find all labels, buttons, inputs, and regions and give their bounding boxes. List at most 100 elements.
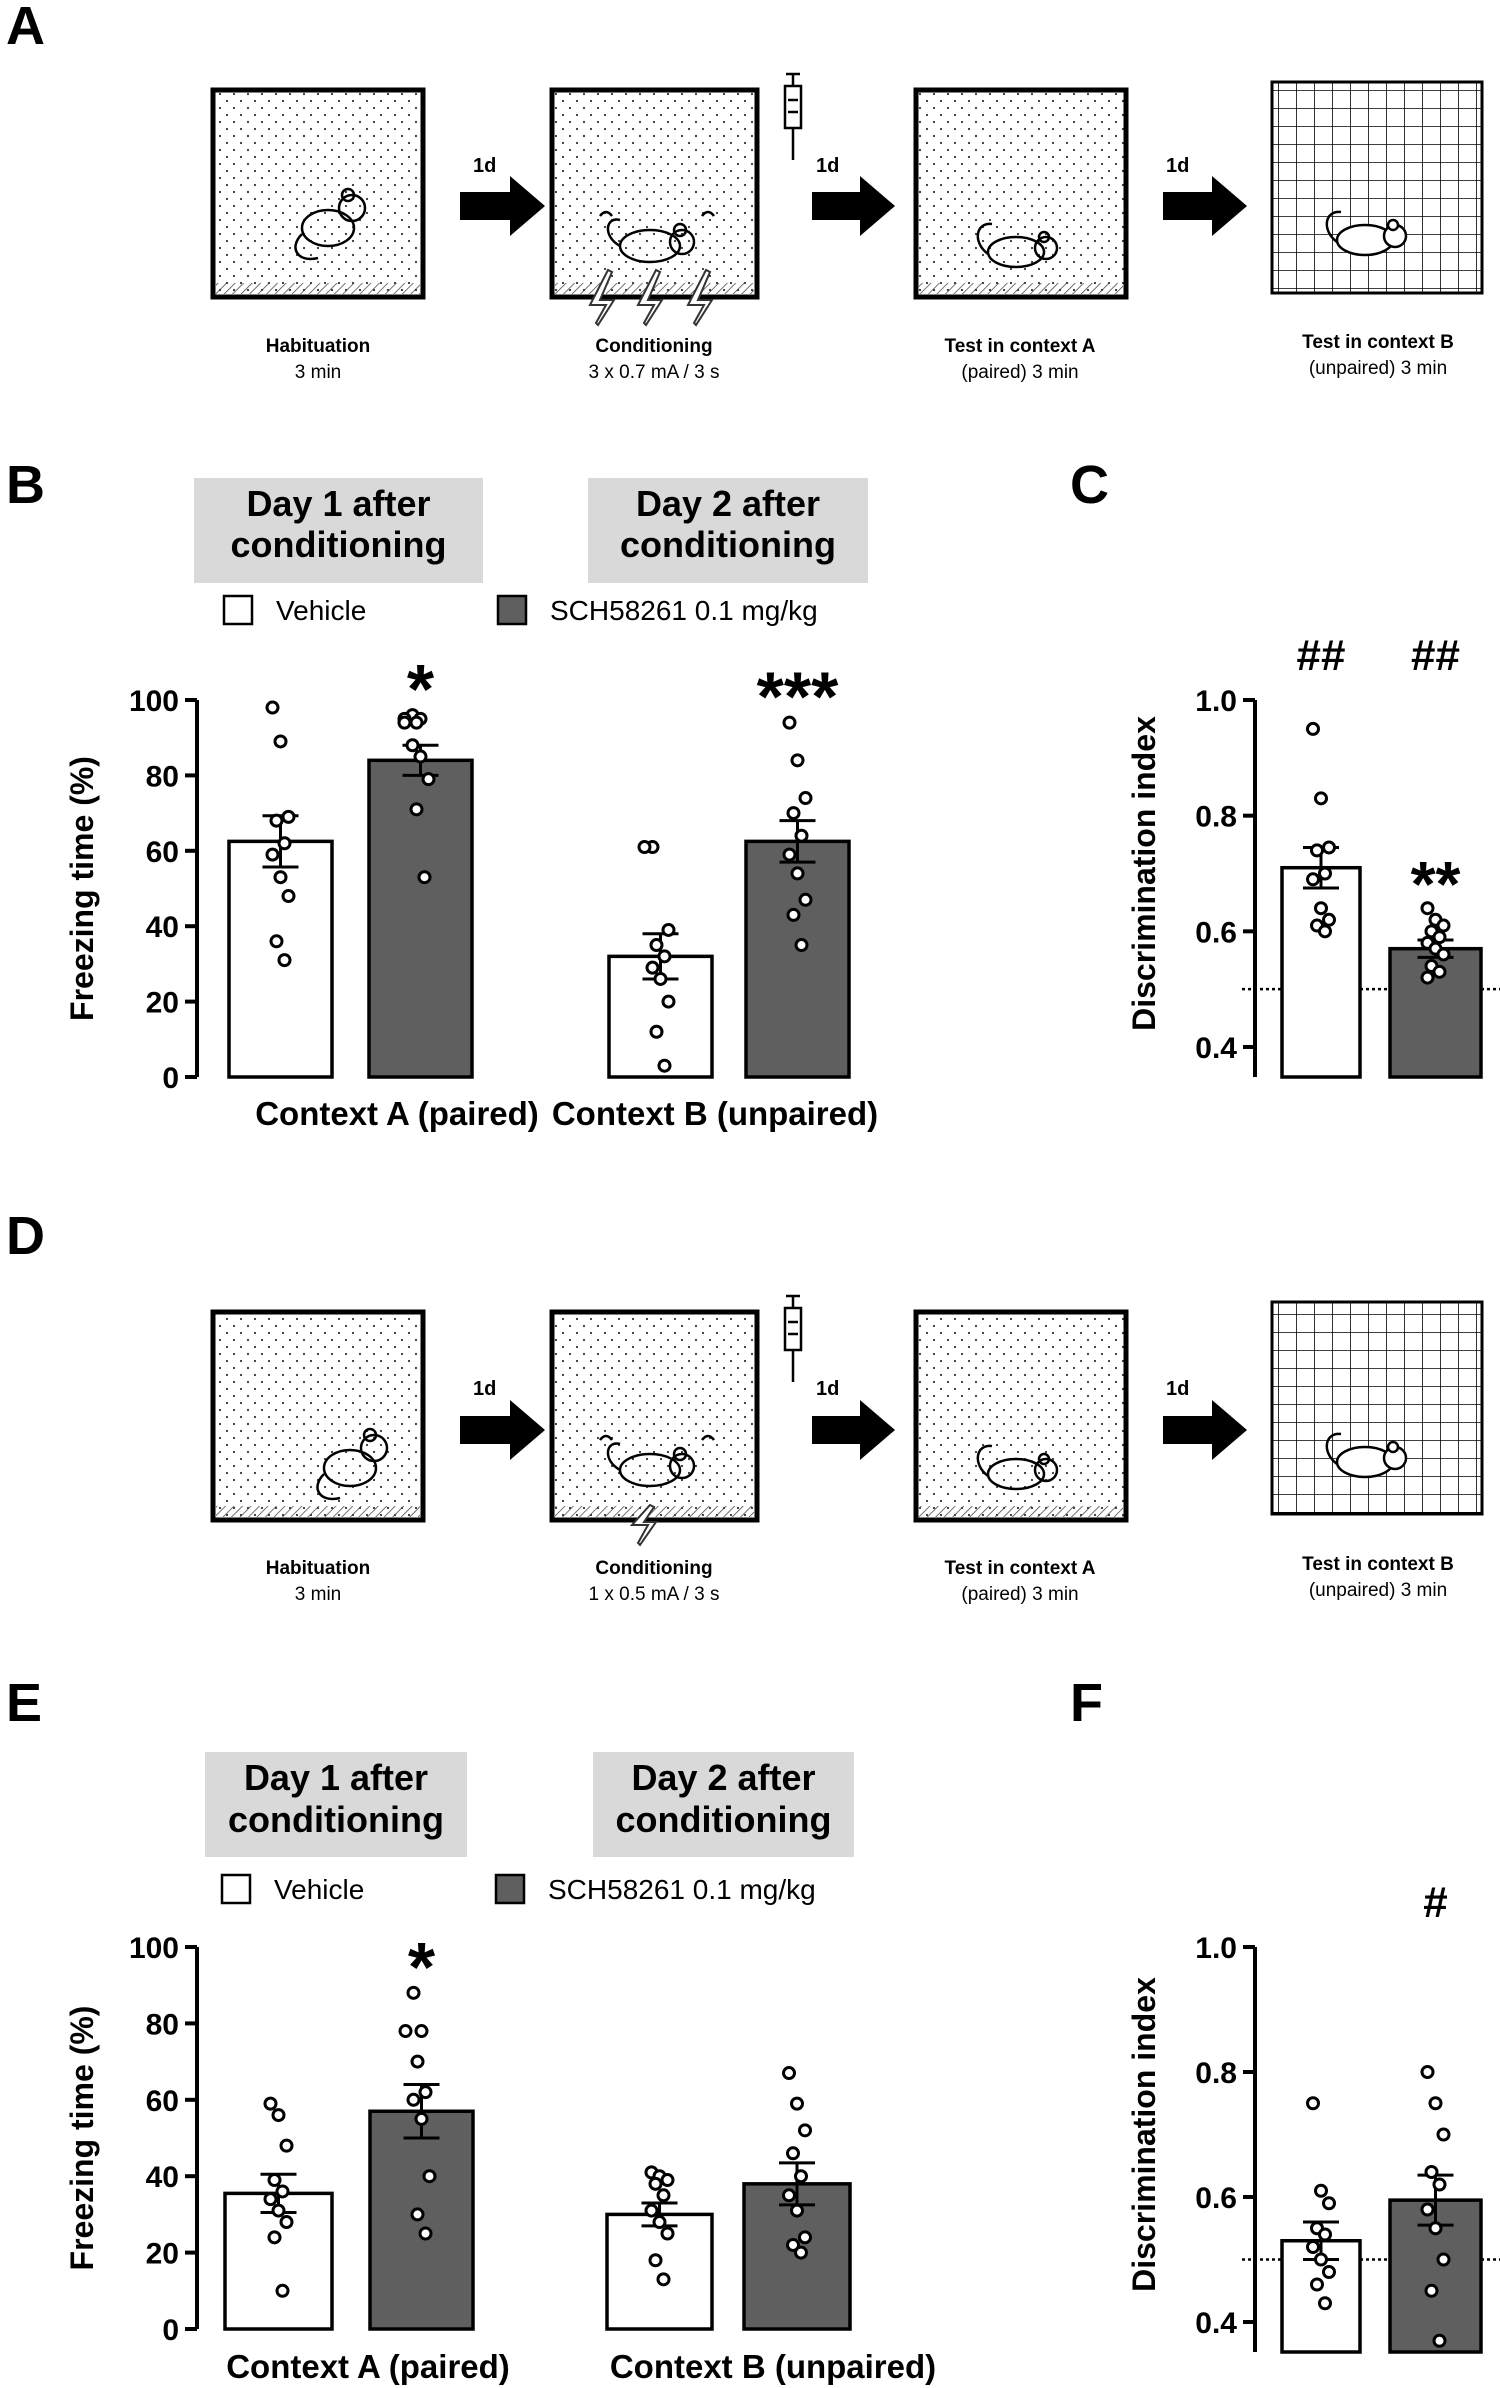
data-point	[265, 700, 280, 715]
y-tick-label: 40	[146, 2161, 179, 2194]
data-point	[410, 2207, 425, 2222]
y-tick-label: 0.4	[1195, 1032, 1237, 1065]
data-point	[648, 2253, 663, 2268]
mouse-icon	[599, 1434, 715, 1488]
data-point	[421, 772, 436, 787]
data-point	[1306, 872, 1320, 887]
step-detail: 3 min	[295, 1584, 341, 1605]
chamber-test-a	[913, 87, 1129, 300]
mouse-icon	[1325, 1432, 1408, 1479]
y-tick-label: 1.0	[1195, 1932, 1237, 1965]
data-point	[660, 2226, 675, 2241]
day-label-line: conditioning	[616, 1799, 832, 1840]
chamber-conditioning	[549, 1309, 760, 1547]
step-detail: (paired) 3 min	[961, 362, 1078, 383]
data-point	[1314, 2183, 1328, 2198]
chart-panel-c: C 0.4 0.6 0.8 1.0 Discrimination index ## ** ##	[1070, 455, 1500, 1079]
data-point	[1436, 2252, 1451, 2267]
bar-group: ***	[744, 658, 851, 1079]
data-point	[782, 2188, 796, 2203]
data-point	[653, 971, 668, 986]
data-point	[790, 2203, 804, 2218]
step-detail: (unpaired) 3 min	[1309, 358, 1447, 379]
interval-label: 1d	[473, 155, 496, 177]
legend: Vehicle SCH58261 0.1 mg/kg	[220, 1873, 816, 1905]
data-point	[794, 2169, 808, 2184]
data-point	[790, 866, 805, 881]
group-label: Context A (paired)	[226, 2348, 510, 2385]
data-point	[1420, 901, 1435, 916]
step-title: Conditioning	[595, 336, 712, 357]
bar	[1280, 865, 1362, 1079]
data-point	[414, 2024, 429, 2039]
group-label: Context A (paired)	[255, 1095, 539, 1132]
data-point	[398, 2024, 413, 2039]
step-title: Test in context A	[945, 336, 1096, 357]
data-point	[782, 715, 797, 730]
data-point	[1424, 2165, 1439, 2179]
panel-label: F	[1070, 1673, 1103, 1733]
data-point	[1420, 2065, 1435, 2079]
y-axis-title: Freezing time (%)	[64, 2006, 100, 2271]
data-point	[1314, 2252, 1328, 2267]
data-point	[656, 2272, 671, 2287]
y-tick-label: 0.6	[1195, 916, 1237, 949]
data-point	[281, 889, 296, 904]
significance-above: ##	[1411, 631, 1460, 680]
data-point	[417, 870, 432, 885]
panel-label: E	[6, 1673, 42, 1733]
data-point	[409, 802, 424, 817]
y-tick-label: 0.8	[1195, 801, 1237, 834]
y-tick-label: 0	[162, 2314, 179, 2347]
data-point	[1314, 791, 1328, 806]
data-point	[656, 2188, 671, 2203]
bar-group	[607, 840, 714, 1079]
significance-marker: *	[408, 1928, 436, 2006]
day-label-line: Day 1 after	[246, 483, 430, 524]
data-point	[798, 2230, 812, 2245]
data-point	[418, 2226, 433, 2241]
protocol-a: 1d 1d	[210, 72, 1484, 383]
bar-group	[605, 2165, 714, 2331]
bar-group	[223, 2096, 334, 2331]
y-tick-label: 0.6	[1195, 2182, 1237, 2215]
data-point	[397, 715, 412, 730]
bar-group: ##	[1280, 631, 1362, 1079]
data-point	[410, 2054, 425, 2069]
data-point	[418, 2085, 433, 2100]
arrow-3: 1d	[1163, 155, 1247, 236]
bar-group: #	[1388, 1878, 1483, 2354]
data-point	[661, 922, 676, 937]
y-tick-label: 0.4	[1195, 2307, 1237, 2340]
step-captions: Habituation 3 min Conditioning 1 x 0.5 m…	[266, 1554, 1454, 1605]
arrow-2: 1d	[812, 155, 895, 236]
y-axis-title: Discrimination index	[1126, 1977, 1162, 2292]
data-point	[648, 2176, 663, 2191]
y-tick-label: 80	[146, 2008, 179, 2041]
bar-group: *	[368, 1928, 475, 2331]
mouse-icon	[599, 210, 715, 264]
data-point	[277, 836, 292, 851]
data-point	[798, 791, 813, 806]
bar-group	[227, 700, 334, 1079]
data-point	[1322, 840, 1336, 855]
data-point	[406, 1985, 421, 2000]
bar-group	[1280, 2096, 1362, 2354]
bar-group: *	[367, 650, 474, 1079]
chamber-conditioning	[549, 87, 760, 327]
data-point	[657, 1058, 672, 1073]
group-label: Context B (unpaired)	[552, 1095, 878, 1132]
arrow-3: 1d	[1163, 1378, 1247, 1460]
data-point	[271, 2108, 286, 2123]
step-title: Conditioning	[595, 1558, 712, 1579]
data-point	[269, 813, 284, 828]
day-label-line: Day 2 after	[636, 483, 820, 524]
y-tick-label: 40	[146, 911, 179, 944]
data-point	[1306, 2096, 1320, 2111]
panel-label-d: D	[6, 1206, 45, 1266]
data-point	[413, 749, 428, 764]
data-point	[1436, 918, 1451, 933]
arrow-1: 1d	[460, 155, 545, 236]
y-tick-label: 60	[146, 2085, 179, 2118]
